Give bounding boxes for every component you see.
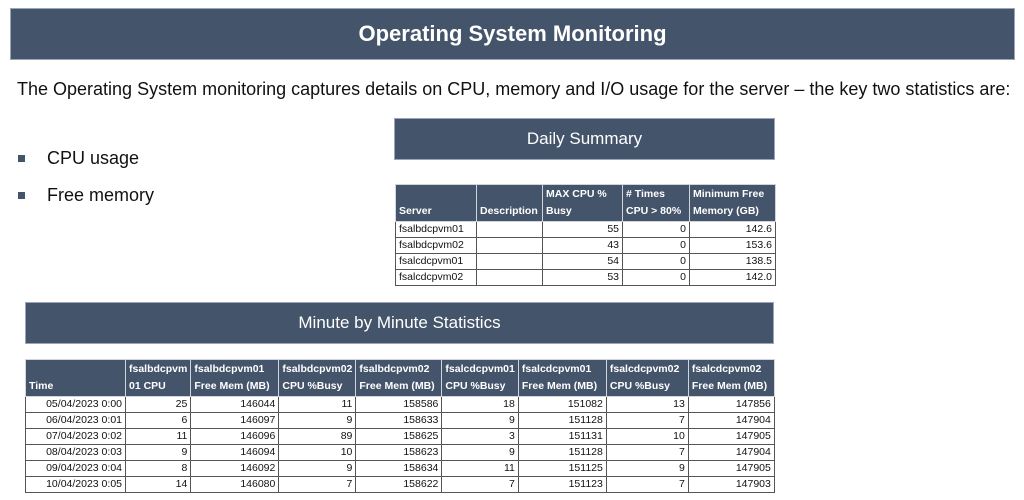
column-header: Server xyxy=(395,184,477,222)
section-title: Daily Summary xyxy=(526,129,643,148)
column-header: fsalcdcpvm02 CPU %Busy xyxy=(605,359,689,397)
table-row: fsalbdcpvm02 43 0 153.6 xyxy=(395,237,776,254)
list-item: CPU usage xyxy=(18,140,154,177)
table-row: fsalcdcpvm01 54 0 138.5 xyxy=(395,253,776,270)
list-item: Free memory xyxy=(18,177,154,214)
column-header: MAX CPU % Busy xyxy=(542,184,623,222)
table-row: 06/04/2023 0:01 6 146097 9 158633 9 1511… xyxy=(25,412,775,429)
daily-summary-banner: Daily Summary xyxy=(394,118,775,160)
daily-summary-table: Server Description MAX CPU % Busy # Time… xyxy=(395,184,776,286)
intro-text: The Operating System monitoring captures… xyxy=(17,79,1011,99)
minute-stats-table: Time fsalbdcpvm 01 CPU fsalbdcpvm01 Free… xyxy=(25,359,775,493)
page-title-banner: Operating System Monitoring xyxy=(10,8,1015,60)
column-header: # Times CPU > 80% xyxy=(622,184,690,222)
column-header: Minimum Free Memory (GB) xyxy=(689,184,776,222)
table-header-row: Time fsalbdcpvm 01 CPU fsalbdcpvm01 Free… xyxy=(25,359,775,397)
table-row: 10/04/2023 0:05 14 146080 7 158622 7 151… xyxy=(25,476,775,493)
column-header: fsalbdcpvm02 CPU %Busy xyxy=(278,359,357,397)
column-header: Description xyxy=(476,184,543,222)
minute-stats-banner: Minute by Minute Statistics xyxy=(25,302,774,344)
column-header: fsalbdcpvm 01 CPU xyxy=(124,359,192,397)
table-row: 09/04/2023 0:04 8 146092 9 158634 11 151… xyxy=(25,460,775,477)
column-header: fsalbdcpvm02 Free Mem (MB) xyxy=(355,359,443,397)
table-row: 07/04/2023 0:02 11 146096 89 158625 3 15… xyxy=(25,428,775,445)
table-header-row: Server Description MAX CPU % Busy # Time… xyxy=(395,184,776,222)
table-row: 05/04/2023 0:00 25 146044 11 158586 18 1… xyxy=(25,396,775,413)
page-title: Operating System Monitoring xyxy=(358,21,667,46)
key-statistics-list: CPU usage Free memory xyxy=(18,140,154,214)
table-row: fsalbdcpvm01 55 0 142.6 xyxy=(395,221,776,238)
column-header: fsalcdcpvm02 Free Mem (MB) xyxy=(687,359,775,397)
column-header: fsalcdcpvm01 Free Mem (MB) xyxy=(517,359,607,397)
column-header: fsalbdcpvm01 Free Mem (MB) xyxy=(190,359,280,397)
table-row: 08/04/2023 0:03 9 146094 10 158623 9 151… xyxy=(25,444,775,461)
table-row: fsalcdcpvm02 53 0 142.0 xyxy=(395,269,776,286)
square-bullet-icon xyxy=(18,155,25,162)
column-header: Time xyxy=(25,359,126,397)
section-title: Minute by Minute Statistics xyxy=(298,313,501,332)
square-bullet-icon xyxy=(18,192,25,199)
column-header: fsalcdcpvm01 CPU %Busy xyxy=(441,359,519,397)
